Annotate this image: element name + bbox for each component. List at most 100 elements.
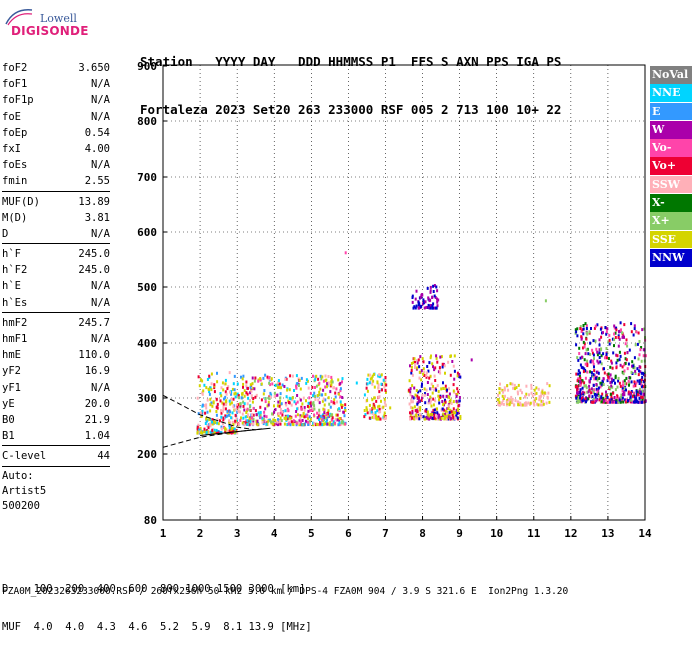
echo-point (453, 377, 456, 381)
echo-point (438, 366, 441, 370)
echo-point (588, 379, 591, 383)
echo-point (213, 383, 216, 387)
echo-point (287, 409, 290, 413)
echo-point (209, 424, 212, 428)
echo-point (236, 431, 239, 435)
echo-point (598, 394, 601, 398)
echo-point (241, 377, 244, 381)
echo-point (286, 414, 289, 418)
echo-point (640, 378, 643, 381)
echo-point (205, 403, 208, 407)
echo-point (613, 338, 616, 342)
echo-point (605, 330, 608, 334)
echo-point (220, 409, 222, 413)
echo-point (273, 394, 276, 398)
echo-point (411, 406, 414, 410)
echo-point (257, 411, 260, 415)
echo-point (421, 394, 424, 397)
echo-point (412, 396, 415, 400)
echo-point (590, 400, 593, 404)
echo-point (276, 404, 279, 408)
echo-point (540, 399, 543, 403)
echo-point (326, 418, 328, 422)
param-label: h`F (2, 248, 21, 261)
echo-point (605, 390, 607, 394)
param-value: 2.55 (84, 175, 110, 188)
echo-point (211, 422, 214, 426)
echo-point (246, 392, 249, 396)
echo-point (414, 393, 417, 397)
echo-point (284, 377, 287, 381)
echo-point (425, 375, 428, 379)
echo-point (251, 413, 254, 417)
echo-point (328, 402, 331, 406)
echo-point (242, 404, 245, 408)
echo-point (204, 422, 207, 425)
echo-point (277, 381, 280, 384)
echo-point (577, 396, 580, 399)
echo-point (519, 388, 522, 392)
separator (2, 243, 110, 245)
echo-point (332, 422, 335, 426)
echo-point (313, 404, 316, 408)
echo-point (336, 418, 339, 422)
echo-point (279, 402, 282, 406)
echo-point (339, 389, 342, 393)
echo-point (576, 356, 579, 360)
echo-point (615, 398, 618, 402)
echo-point (240, 396, 243, 400)
echo-point (409, 393, 412, 397)
echo-point (583, 358, 586, 362)
echo-point (579, 384, 582, 387)
param-value: 245.0 (78, 248, 110, 261)
echo-point (368, 381, 371, 385)
echo-point (325, 421, 328, 425)
echo-point (636, 393, 639, 397)
echo-point (413, 386, 416, 390)
echo-point (318, 390, 321, 394)
echo-point (644, 354, 647, 358)
echo-point (323, 415, 326, 419)
echo-point (231, 387, 234, 391)
echo-point (605, 332, 608, 336)
echo-point (303, 406, 306, 409)
echo-point (596, 378, 599, 382)
echo-point (424, 392, 426, 396)
echo-point (459, 417, 462, 420)
param-label: hmF1 (2, 333, 28, 345)
echo-point (225, 403, 228, 407)
echo-point (595, 399, 598, 403)
echo-point (332, 420, 335, 424)
echo-point (408, 402, 411, 406)
param-row: foF2 3.650 (2, 60, 110, 76)
echo-point (225, 399, 228, 403)
echo-point (440, 408, 443, 412)
param-row: C-level 44 (2, 448, 110, 464)
echo-point (262, 376, 265, 380)
echo-point (281, 410, 284, 414)
echo-point (459, 415, 462, 418)
echo-point (267, 419, 270, 423)
param-label: fxI (2, 142, 21, 155)
echo-point (458, 375, 461, 379)
echo-point (247, 413, 250, 417)
echo-point (454, 417, 457, 420)
echo-point (545, 401, 548, 405)
echo-point (366, 398, 369, 402)
echo-point (325, 416, 328, 420)
echo-point (265, 422, 268, 426)
echo-point (602, 396, 605, 400)
echo-point (424, 300, 427, 304)
echo-point (251, 376, 254, 380)
echo-point (224, 414, 227, 418)
param-value: 3.81 (84, 211, 110, 224)
echo-point (228, 423, 231, 427)
echo-point (600, 335, 603, 339)
echo-point (335, 413, 338, 417)
echo-point (525, 392, 528, 396)
echo-point (621, 393, 624, 396)
echo-point (598, 351, 601, 355)
echo-point (307, 423, 310, 426)
echo-point (594, 376, 597, 380)
echo-point (375, 399, 378, 403)
